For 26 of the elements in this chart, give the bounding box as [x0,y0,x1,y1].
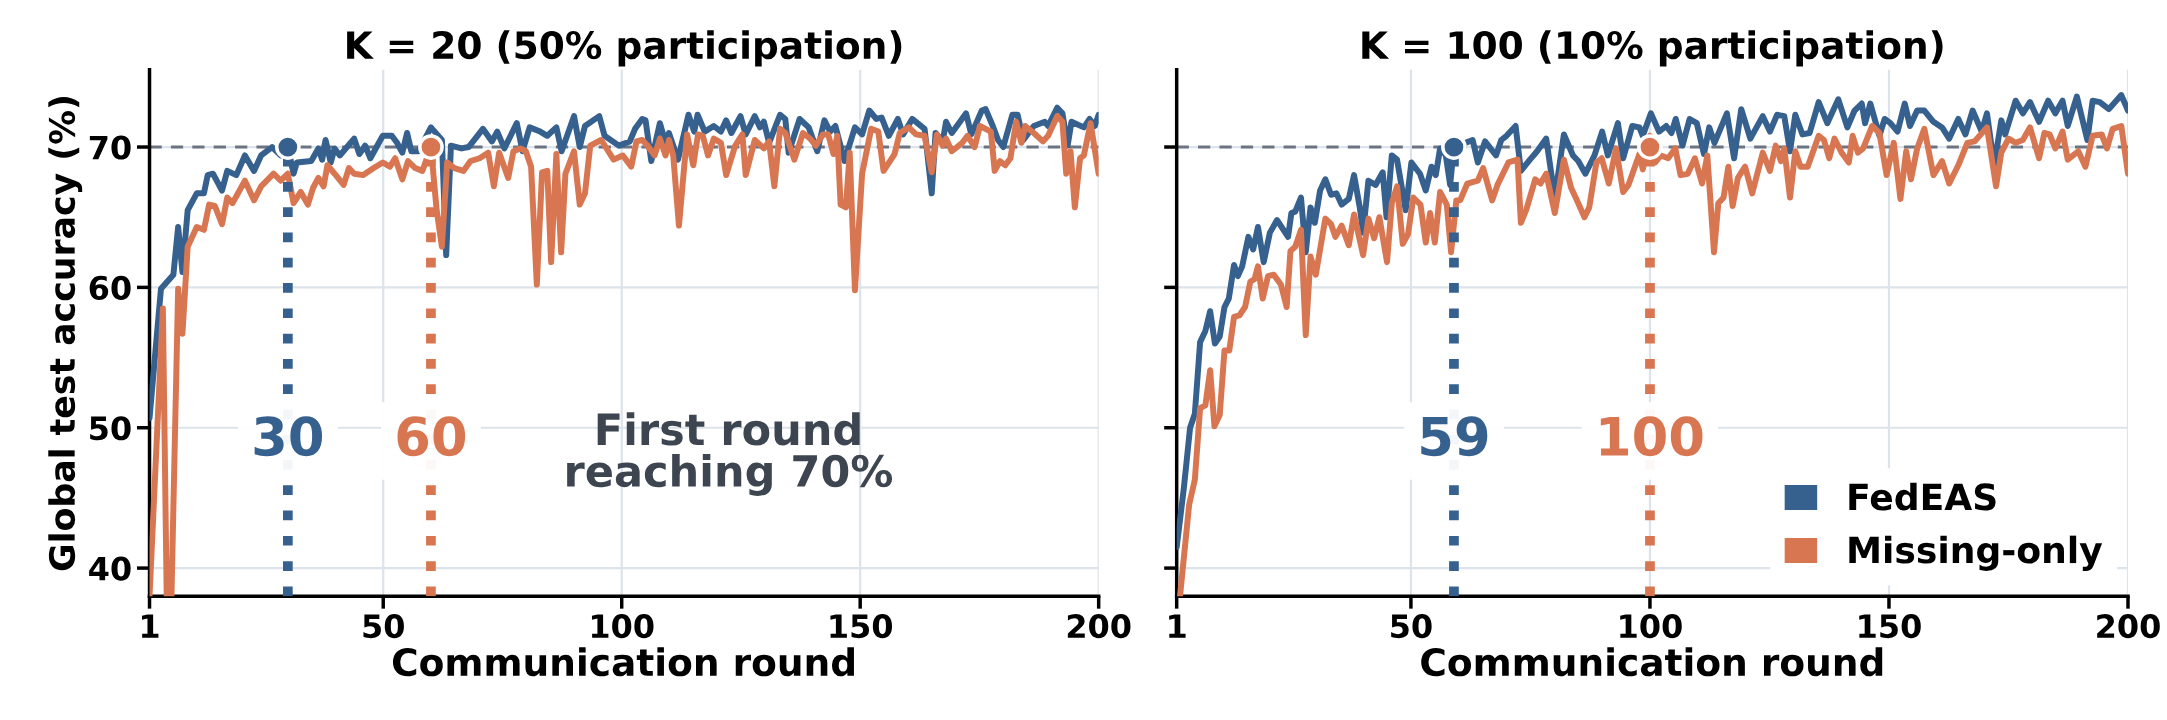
annotation: First round reaching 70% [567,412,893,496]
chart-title: K = 100 (10% participation) [1362,30,1943,67]
ref-line-label: 100 [1600,416,1703,457]
chart-title: K = 20 (50% participation) [347,30,902,67]
x-tick-label: 100 [1620,614,1682,639]
ref-line-label: 59 [1421,416,1488,457]
x-tick-label: 150 [830,614,892,639]
legend-label: FedEAS [1849,482,1996,511]
y-axis-title: Global test accuracy (%) [48,97,83,571]
x-tick-label: 1 [1169,614,1186,638]
y-tick-label: 40 [89,556,131,581]
x-tick-label: 50 [363,614,404,639]
x-tick-label: 200 [1067,614,1131,639]
y-tick-label: 50 [90,416,131,441]
ref-line-label: 30 [254,416,323,457]
x-tick-label: 100 [591,614,654,639]
x-tick-label: 1 [142,614,159,638]
y-tick-label: 60 [89,275,131,300]
legend-label: Missing-only [1849,535,2103,571]
x-tick-label: 150 [1859,614,1921,639]
ref-line-label: 60 [397,416,466,457]
x-axis-title: Communication round [392,647,854,677]
x-tick-label: 50 [1391,614,1432,639]
x-axis-title: Communication round [1421,647,1883,677]
y-tick-label: 70 [89,135,131,160]
x-tick-label: 200 [2097,614,2160,639]
